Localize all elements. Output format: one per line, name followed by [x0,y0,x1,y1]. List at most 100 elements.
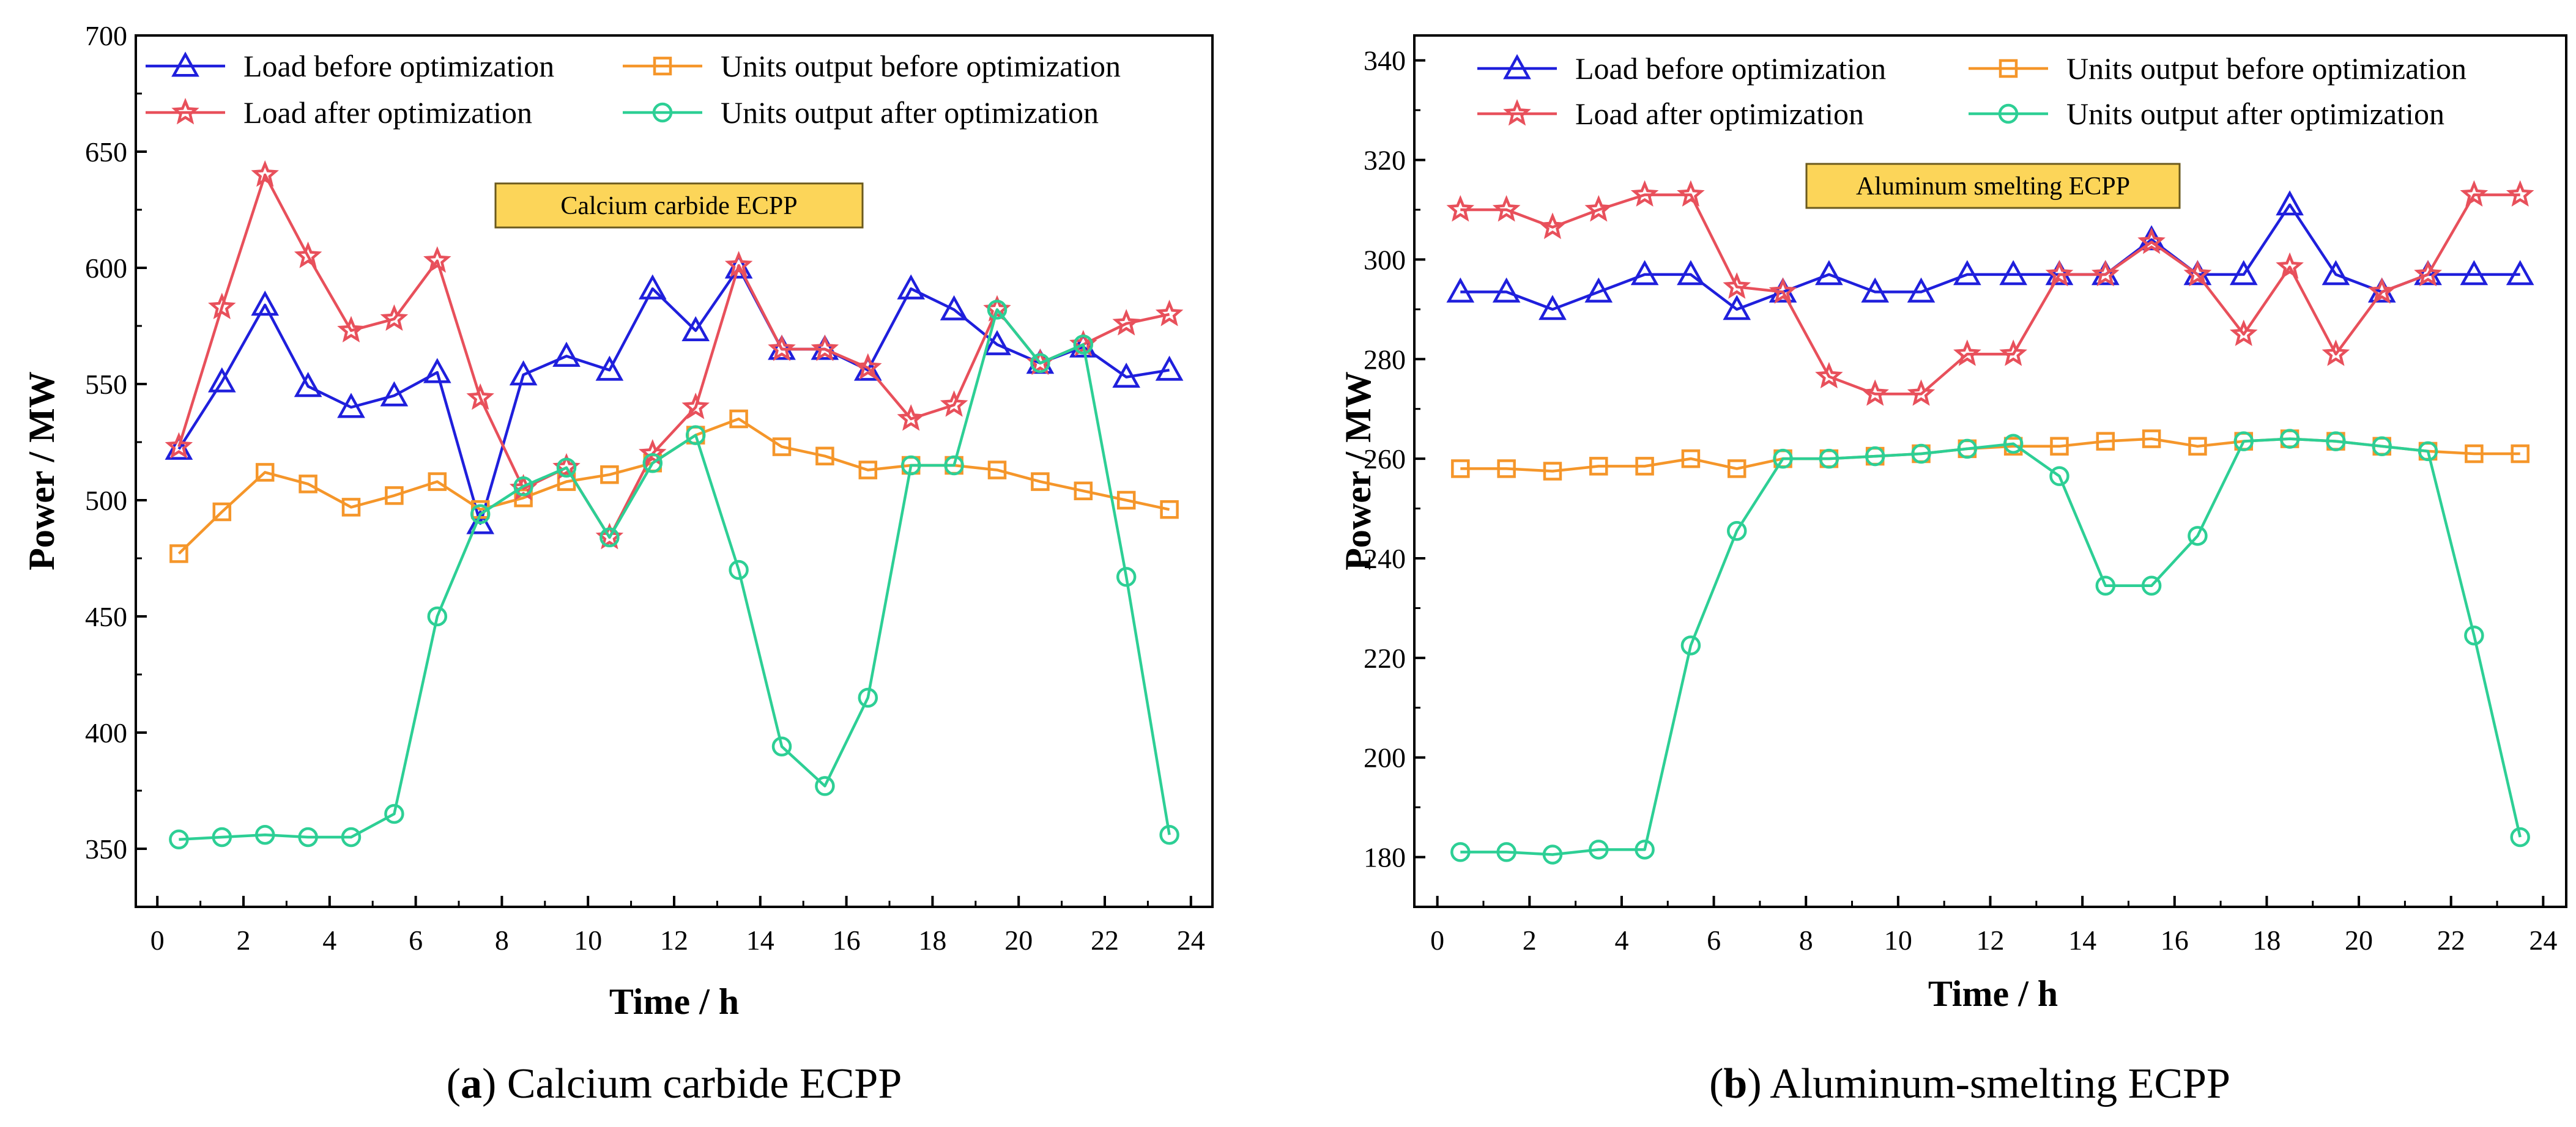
panel-a-y-tick-label: 600 [85,253,127,284]
panel-a-legend: Load before optimization Units output bef… [146,49,1121,130]
panel-a-x-tick-label: 10 [574,925,602,956]
panel-a-x-tick-label: 16 [833,925,861,956]
panel-a-data-point [470,504,491,525]
panel-a-data-point [811,334,839,361]
panel-a-data-point [341,498,361,517]
panel-b-x-tick-label: 6 [1707,925,1721,956]
panel-b-data-point [2322,260,2350,286]
panel-a-caption-letter: a [461,1060,482,1107]
panel-a-x-tick-label: 12 [660,925,688,956]
panel-b-data-point [2233,431,2254,451]
panel-a-x-tick-label: 22 [1091,925,1119,956]
panel-a-data-point [815,446,834,466]
panel-a-data-point [207,367,236,393]
panel-a-data-point [815,776,835,796]
panel-a-data-point [1155,300,1184,327]
panel-b-data-point [2511,444,2530,464]
panel-a-data-point [642,453,663,473]
panel-b-data-point [1723,295,1751,320]
panel-a-data-point [1073,334,1094,355]
panel-a-data-point [940,390,968,417]
panel-b-caption-letter: b [1723,1060,1747,1107]
panel-a-legend-label: Units output after optimization [721,95,1099,130]
panel-a-data-point [255,463,275,482]
panel-a-data-point [254,824,275,845]
panel-b-series-line [1460,193,2520,396]
panel-b-data-point [2229,319,2258,346]
panel-b-legend-entry: Units output after optimization [1969,97,2444,131]
panel-b-data-point [2460,180,2489,207]
panel-a-legend-label: Load before optimization [243,49,554,83]
panel-a-chart: 0 2 4 6 8 10 12 14 16 18 20 22 243504004505005506006… [21,20,1214,1107]
panel-a-data-point [729,409,748,429]
panel-a-data-point [724,251,753,278]
panel-a-data-point [423,246,451,273]
panel-b-data-point [1677,260,1705,286]
panel-a-data-point [900,455,921,476]
panel-b-data-point [2465,444,2484,464]
panel-a-data-point [944,455,964,476]
panel-a-legend-marker [653,56,672,76]
panel-b-y-tick-label: 300 [1364,244,1406,275]
panel-b-x-tick-label: 8 [1799,925,1813,956]
panel-a-legend-marker [652,102,673,123]
panel-a-data-point [380,304,409,331]
panel-a-title-box [494,182,864,229]
panel-b-legend-marker [1503,99,1531,126]
panel-b-legend-label: Units output before optimization [2066,51,2467,86]
panel-a-y-tick-label: 400 [85,717,127,748]
panel-b-data-point [2183,259,2212,287]
panel-b-legend-label: Units output after optimization [2066,97,2444,131]
panel-a-data-point [940,295,968,320]
panel-b-data-point [1492,277,1521,303]
panel-a-y-tick-label: 550 [85,369,127,400]
panel-a-data-point [1116,567,1137,587]
panel-a-data-point [212,827,232,848]
panel-b-data-point [1492,195,1521,222]
panel-b-data-point [2276,190,2304,216]
panel-b-data-point [1681,449,1701,468]
panel-b-legend-entry: Units output before optimization [1969,51,2467,86]
panel-a-data-point [858,460,878,479]
panel-b-legend: Load before optimization Units output bef… [1477,51,2467,131]
panel-b-x-tick-label: 4 [1614,925,1628,956]
panel-a-data-point [1074,481,1093,501]
panel-b-data-point [2137,227,2166,254]
panel-a-data-point [169,829,189,850]
panel-b-data-point [2188,437,2207,456]
panel-a-data-point [294,372,322,397]
panel-a-data-point [771,736,792,757]
panel-a-data-point [294,242,322,268]
panel-b-data-point [2276,252,2304,279]
panel-a-x-tick-label: 20 [1004,925,1033,956]
panel-a-legend-marker [171,51,199,77]
panel-b-data-point [1539,212,1567,239]
panel-b-y-tick-label: 220 [1364,643,1406,674]
panel-b-y-tick-label: 340 [1364,45,1406,76]
panel-b-data-point [1635,457,1654,476]
panel-a-data-point [337,316,365,343]
panel-a-caption-text: Calcium carbide ECPP [496,1060,902,1107]
panel-a-x-axis-label: Time / h [609,981,739,1022]
panel-a-caption: (a) Calcium carbide ECPP [447,1060,902,1107]
panel-a-data-point [298,827,318,848]
panel-b-data-point [1999,339,2027,366]
panel-b-data-point [1497,459,1516,478]
panel-a-data-point [595,355,624,381]
panel-b-x-tick-label: 16 [2161,925,2189,956]
panel-b-x-tick-label: 10 [1884,925,1912,956]
panel-a-data-point [987,300,1008,320]
panel-a-data-point [1159,824,1179,845]
panel-a-y-tick-label: 350 [85,833,127,865]
panel-a-legend-label: Units output before optimization [721,49,1121,83]
panel-a-series-line [179,308,1171,841]
panel-b-y-tick-label: 200 [1364,742,1406,774]
panel-a-data-point [1031,472,1050,491]
panel-a-data-point [1112,309,1140,336]
panel-a-data-point [427,606,448,627]
panel-a-legend-marker [171,98,199,125]
panel-b-x-axis-label: Time / h [1928,974,2058,1014]
panel-a-data-point [1155,355,1184,381]
panel-b-series-3 [1450,429,2530,865]
panel-b-data-point [1723,272,1751,299]
